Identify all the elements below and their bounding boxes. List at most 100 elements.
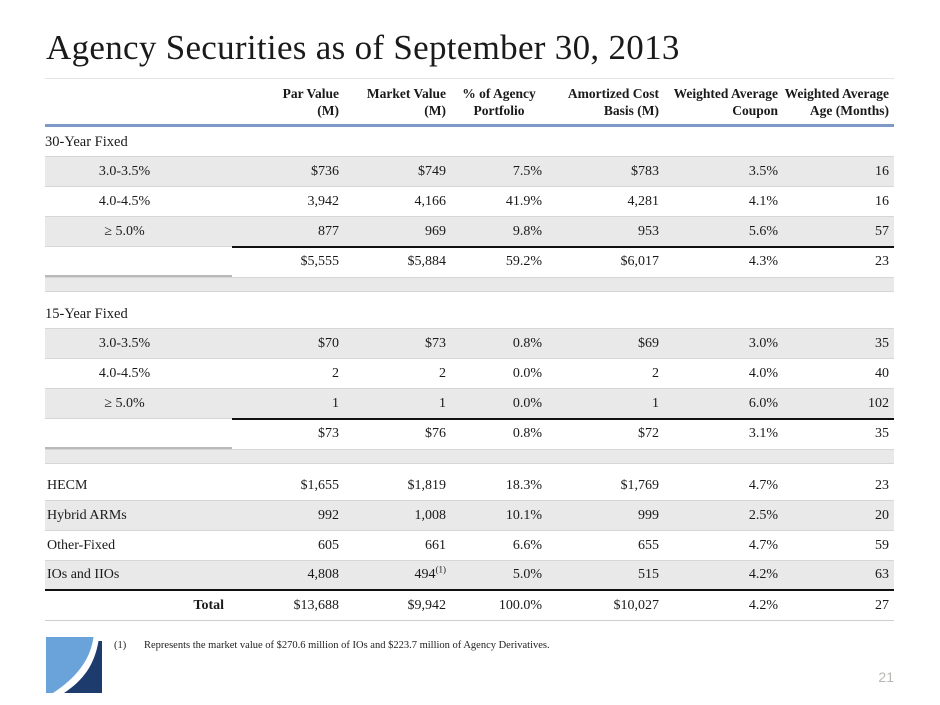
table-cell: 23: [875, 477, 889, 493]
table-cell: 4.2%: [748, 567, 778, 582]
footer: (1) Represents the market value of $270.…: [46, 637, 550, 693]
table-cell: $1,769: [620, 477, 660, 493]
table-cell: $73: [318, 426, 339, 441]
row-label: 4.0-4.5%: [98, 365, 151, 381]
table-row: ≥ 5.0% 1 1 0.0% 1 6.0% 102: [45, 389, 894, 420]
table-cell: 6.6%: [512, 537, 542, 553]
table-cell: 57: [875, 223, 889, 239]
table-cell: $6,017: [620, 254, 660, 269]
label-underline: [45, 275, 232, 277]
label-underline: [45, 447, 232, 449]
table-cell: 2.5%: [748, 507, 778, 523]
table-cell: $1,655: [300, 477, 340, 493]
table-cell: 59: [875, 537, 889, 553]
row-label: ≥ 5.0%: [104, 395, 145, 411]
table-cell: 494(1): [414, 564, 447, 582]
table-cell: 953: [638, 223, 659, 239]
table-cell: 5.0%: [512, 567, 542, 582]
table-row: 3.0-3.5% $70 $73 0.8% $69 3.0% 35: [45, 329, 894, 359]
values-rule: [232, 245, 894, 248]
table-cell: 1,008: [414, 507, 447, 523]
row-label: Hybrid ARMs: [47, 507, 127, 523]
table-cell: $1,819: [407, 477, 447, 493]
title-divider: [45, 78, 894, 79]
footnote: (1) Represents the market value of $270.…: [114, 640, 550, 651]
table-cell: 515: [638, 567, 659, 582]
table-row: 4.0-4.5% 2 2 0.0% 2 4.0% 40: [45, 359, 894, 389]
table-cell: 4.7%: [748, 477, 778, 493]
table-cell: 3,942: [307, 193, 340, 209]
table-cell: 9.8%: [512, 223, 542, 239]
table-cell: 23: [875, 254, 889, 269]
table-cell: $749: [418, 163, 446, 179]
table-cell: 40: [875, 365, 889, 381]
company-logo-icon: [46, 637, 102, 693]
column-header: Market Value (M): [366, 86, 446, 119]
table-cell: 59.2%: [505, 254, 542, 269]
table-cell: 2: [439, 365, 446, 381]
table-cell: $5,884: [407, 254, 447, 269]
table-cell: $76: [425, 426, 446, 441]
column-header: Weighted Average Age (Months): [784, 86, 889, 119]
table-cell: 0.8%: [512, 426, 542, 441]
table-cell: 2: [652, 365, 659, 381]
table-cell: 1: [332, 395, 339, 411]
table-cell: 102: [868, 395, 889, 411]
column-header: % of Agency Portfolio: [462, 86, 536, 119]
row-label: 3.0-3.5%: [98, 335, 151, 351]
table-row: $5,555 $5,884 59.2% $6,017 4.3% 23: [45, 247, 894, 277]
table-cell: $73: [425, 335, 446, 351]
table-cell: 3.1%: [748, 426, 778, 441]
column-header: Par Value (M): [282, 86, 339, 119]
table-cell: 0.0%: [512, 395, 542, 411]
footnote-marker: (1): [114, 640, 127, 651]
table-cell: 41.9%: [505, 193, 542, 209]
table-cell: 5.6%: [748, 223, 778, 239]
table-cell: 100.0%: [498, 597, 542, 613]
table-cell: 18.3%: [505, 477, 542, 493]
table-cell: 0.0%: [512, 365, 542, 381]
table-cell: 877: [318, 223, 339, 239]
table-cell: 4,808: [307, 567, 340, 582]
page-number: 21: [878, 669, 894, 685]
row-label: 3.0-3.5%: [98, 163, 151, 179]
page-title: Agency Securities as of September 30, 20…: [46, 28, 680, 67]
values-rule: [232, 417, 894, 420]
table-cell: 3.0%: [748, 335, 778, 351]
table-cell: 999: [638, 507, 659, 523]
table-cell: 4.2%: [748, 597, 778, 613]
table-cell: 16: [875, 163, 889, 179]
column-header: Amortized Cost Basis (M): [567, 86, 659, 119]
row-label: ≥ 5.0%: [104, 223, 145, 239]
table-cell: 35: [875, 335, 889, 351]
table-cell: 63: [875, 567, 889, 582]
table-row: $73 $76 0.8% $72 3.1% 35: [45, 419, 894, 449]
table-cell: 992: [318, 507, 339, 523]
table-header-row: Par Value (M) Market Value (M) % of Agency…: [45, 86, 894, 127]
footnote-ref: (1): [435, 564, 447, 575]
table-cell: $9,942: [407, 597, 447, 613]
table-cell: 10.1%: [505, 507, 542, 523]
table-cell: 605: [318, 537, 339, 553]
table-cell: 7.5%: [512, 163, 542, 179]
table-cell: 661: [425, 537, 446, 553]
table-cell: $72: [638, 426, 659, 441]
table-cell: $736: [311, 163, 339, 179]
row-label: IOs and IIOs: [47, 567, 120, 582]
row-label: Other-Fixed: [47, 537, 116, 553]
table-cell: 4.0%: [748, 365, 778, 381]
table-cell: 4.1%: [748, 193, 778, 209]
column-header: Weighted Average Coupon: [673, 86, 778, 119]
table-row: Hybrid ARMs 992 1,008 10.1% 999 2.5% 20: [45, 501, 894, 531]
table-cell: 0.8%: [512, 335, 542, 351]
row-label: HECM: [47, 477, 88, 493]
table-cell: 655: [638, 537, 659, 553]
table-row: IOs and IIOs 4,808 494(1) 5.0% 515 4.2% 63: [45, 561, 894, 591]
section-label: 15-Year Fixed: [45, 299, 894, 329]
table-row: ≥ 5.0% 877 969 9.8% 953 5.6% 57: [45, 217, 894, 248]
table-cell: $70: [318, 335, 339, 351]
table-cell: $13,688: [293, 597, 340, 613]
table-cell: 4,166: [414, 193, 447, 209]
row-label: 4.0-4.5%: [98, 193, 151, 209]
